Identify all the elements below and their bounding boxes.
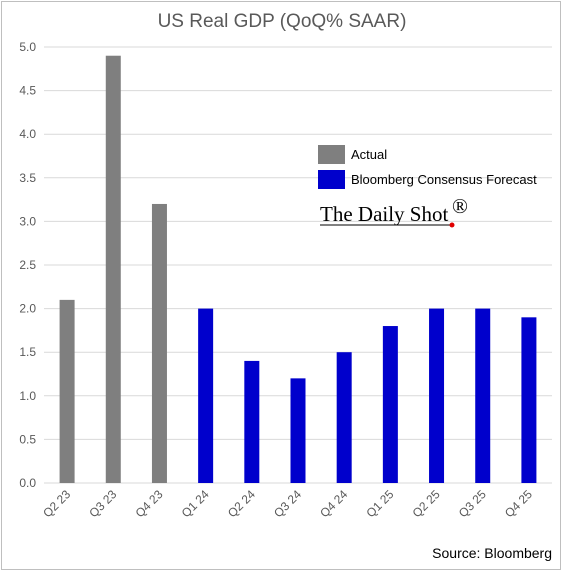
x-axis-ticks: Q2 23 Q3 23 Q4 23 Q1 24 Q2 24 Q3 24 Q4 24 Q1 25… xyxy=(40,487,535,520)
y-tick-label: 4.0 xyxy=(19,127,36,141)
x-tick-label: Q2 23 xyxy=(40,487,73,520)
bar-actual xyxy=(105,55,121,483)
y-tick-label: 2.5 xyxy=(19,258,36,272)
x-tick-label: Q2 24 xyxy=(225,487,258,520)
legend: Actual Bloomberg Consensus Forecast xyxy=(318,145,537,189)
bar-forecast xyxy=(382,326,398,483)
y-tick-label: 2.0 xyxy=(19,302,36,316)
x-tick-label: Q4 25 xyxy=(502,487,535,520)
watermark-logo: The Daily Shot ® xyxy=(320,194,468,228)
watermark-registered: ® xyxy=(452,194,468,218)
x-tick-label: Q4 23 xyxy=(133,487,166,520)
y-tick-label: 5.0 xyxy=(19,40,36,54)
legend-swatch-actual xyxy=(318,145,345,164)
y-axis-ticks: 0.0 0.5 1.0 1.5 2.0 2.5 3.0 3.5 4.0 4.5 5.0 xyxy=(19,40,36,490)
gridlines xyxy=(44,46,552,484)
x-tick-label: Q3 25 xyxy=(456,487,489,520)
y-tick-label: 1.5 xyxy=(19,345,36,359)
legend-label-actual: Actual xyxy=(351,147,387,162)
bar-forecast xyxy=(475,308,491,483)
bar-forecast xyxy=(521,317,537,483)
x-tick-label: Q3 24 xyxy=(271,487,304,520)
legend-swatch-forecast xyxy=(318,170,345,189)
source-note: Source: Bloomberg xyxy=(432,545,552,561)
x-tick-label: Q4 24 xyxy=(317,487,350,520)
y-tick-label: 4.5 xyxy=(19,84,36,98)
y-tick-label: 3.0 xyxy=(19,214,36,228)
y-tick-label: 1.0 xyxy=(19,389,36,403)
y-tick-label: 0.0 xyxy=(19,476,36,490)
legend-label-forecast: Bloomberg Consensus Forecast xyxy=(351,172,537,187)
bar-forecast xyxy=(290,378,306,483)
bar-actual xyxy=(59,299,75,483)
watermark-text: The Daily Shot xyxy=(320,202,448,226)
x-tick-label: Q2 25 xyxy=(410,487,443,520)
bars xyxy=(59,55,537,483)
bar-forecast xyxy=(198,308,214,483)
x-tick-label: Q3 23 xyxy=(86,487,119,520)
watermark-dot xyxy=(449,222,455,228)
x-tick-label: Q1 25 xyxy=(363,487,396,520)
chart-title: US Real GDP (QoQ% SAAR) xyxy=(158,11,407,32)
bar-forecast xyxy=(244,360,260,483)
y-tick-label: 0.5 xyxy=(19,432,36,446)
bar-forecast xyxy=(336,352,352,483)
x-tick-label: Q1 24 xyxy=(179,487,212,520)
bar-actual xyxy=(151,203,167,483)
y-tick-label: 3.5 xyxy=(19,171,36,185)
bar-forecast xyxy=(429,308,445,483)
